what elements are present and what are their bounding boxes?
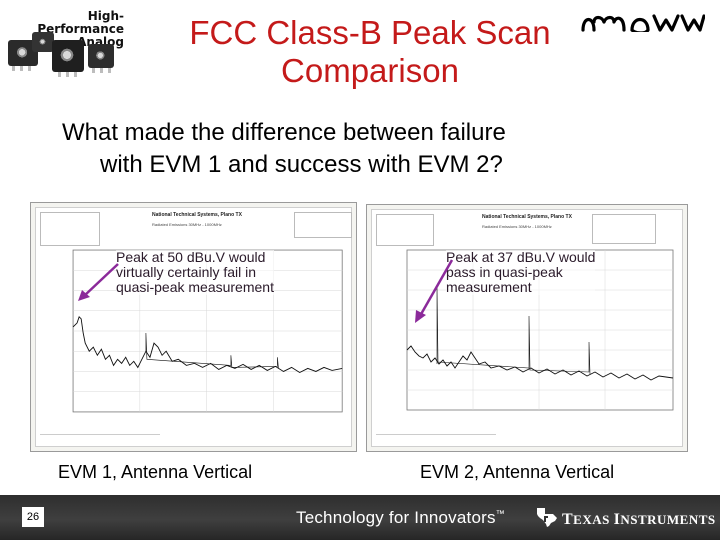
title-line-2: Comparison: [281, 52, 459, 89]
info-box: [294, 212, 352, 238]
callout-evm1: Peak at 50 dBu.V would virtually certain…: [116, 250, 274, 295]
sheet-footer: [376, 434, 496, 438]
lab-name: National Technical Systems, Plano TX: [152, 212, 242, 218]
texas-instruments-wordmark: TEXAS INSTRUMENTS: [562, 511, 716, 529]
logo-line-1: High-Performance: [37, 9, 124, 36]
callout-line: Peak at 37 dBu.V would: [446, 249, 596, 265]
chip-icon: [88, 44, 114, 68]
test-subtitle: Radiated Emissions 30MHz - 1000MHz: [482, 224, 552, 229]
chip-pin: [28, 66, 31, 71]
wordmark-i: I: [613, 511, 621, 528]
chip-icon: [52, 40, 84, 72]
title-line-1: FCC Class-B Peak Scan: [189, 14, 551, 51]
scan-sheet: National Technical Systems, Plano TX Rad…: [371, 209, 683, 447]
info-box: [40, 212, 100, 246]
arrow-logo: [581, 14, 705, 32]
caption-evm2: EVM 2, Antenna Vertical: [420, 462, 615, 482]
tagline-text: Technology for Innovators: [296, 508, 496, 527]
info-box: [376, 214, 434, 246]
chip-pin: [12, 66, 15, 71]
callout-line: pass in quasi-peak: [446, 264, 563, 280]
texas-state-icon: [537, 508, 557, 527]
chip-pin: [92, 68, 95, 73]
caption-evm1: EVM 1, Antenna Vertical: [58, 462, 253, 482]
trademark-mark: ™: [495, 508, 505, 519]
sheet-footer: [40, 434, 160, 438]
scan-panel-evm1: National Technical Systems, Plano TX Rad…: [30, 202, 357, 452]
chip-pin: [66, 72, 69, 77]
test-subtitle: Radiated Emissions 30MHz - 1000MHz: [152, 222, 222, 227]
chip-pin: [108, 68, 111, 73]
lab-name: National Technical Systems, Plano TX: [482, 214, 572, 220]
footer-bar: 26 Technology for Innovators™ TEXAS INST…: [0, 495, 720, 540]
chip-pin: [100, 68, 103, 73]
question-line-2: with EVM 1 and success with EVM 2?: [100, 151, 503, 178]
callout-line: Peak at 50 dBu.V would: [116, 249, 266, 265]
page-number: 26: [22, 507, 44, 527]
chip-pin: [58, 72, 61, 77]
scan-panel-evm2: National Technical Systems, Plano TX Rad…: [366, 204, 688, 452]
question-line-1: What made the difference between failure: [62, 119, 506, 146]
slide-title: FCC Class-B Peak Scan Comparison: [130, 14, 610, 90]
callout-line: measurement: [446, 279, 532, 295]
scan-sheet: National Technical Systems, Plano TX Rad…: [35, 207, 352, 447]
high-performance-analog-logo: High-Performance Analog: [4, 4, 134, 84]
chip-icon: [8, 40, 38, 66]
chip-pin: [74, 72, 77, 77]
wordmark-nstruments: NSTRUMENTS: [620, 512, 716, 527]
wordmark-t: T: [562, 511, 574, 528]
footer-tagline: Technology for Innovators™: [296, 508, 505, 528]
chip-pin: [20, 66, 23, 71]
wordmark-exas: EXAS: [573, 512, 614, 527]
question-text: What made the difference between failure…: [62, 117, 682, 181]
callout-line: quasi-peak measurement: [116, 279, 274, 295]
callout-arrow-evm2: [415, 259, 454, 323]
info-box: [592, 214, 656, 244]
callout-evm2: Peak at 37 dBu.V would pass in quasi-pea…: [446, 249, 596, 295]
chip-icon: [32, 32, 54, 52]
callout-arrow-evm1: [78, 263, 119, 301]
callout-line: virtually certainly fail in: [116, 264, 257, 280]
